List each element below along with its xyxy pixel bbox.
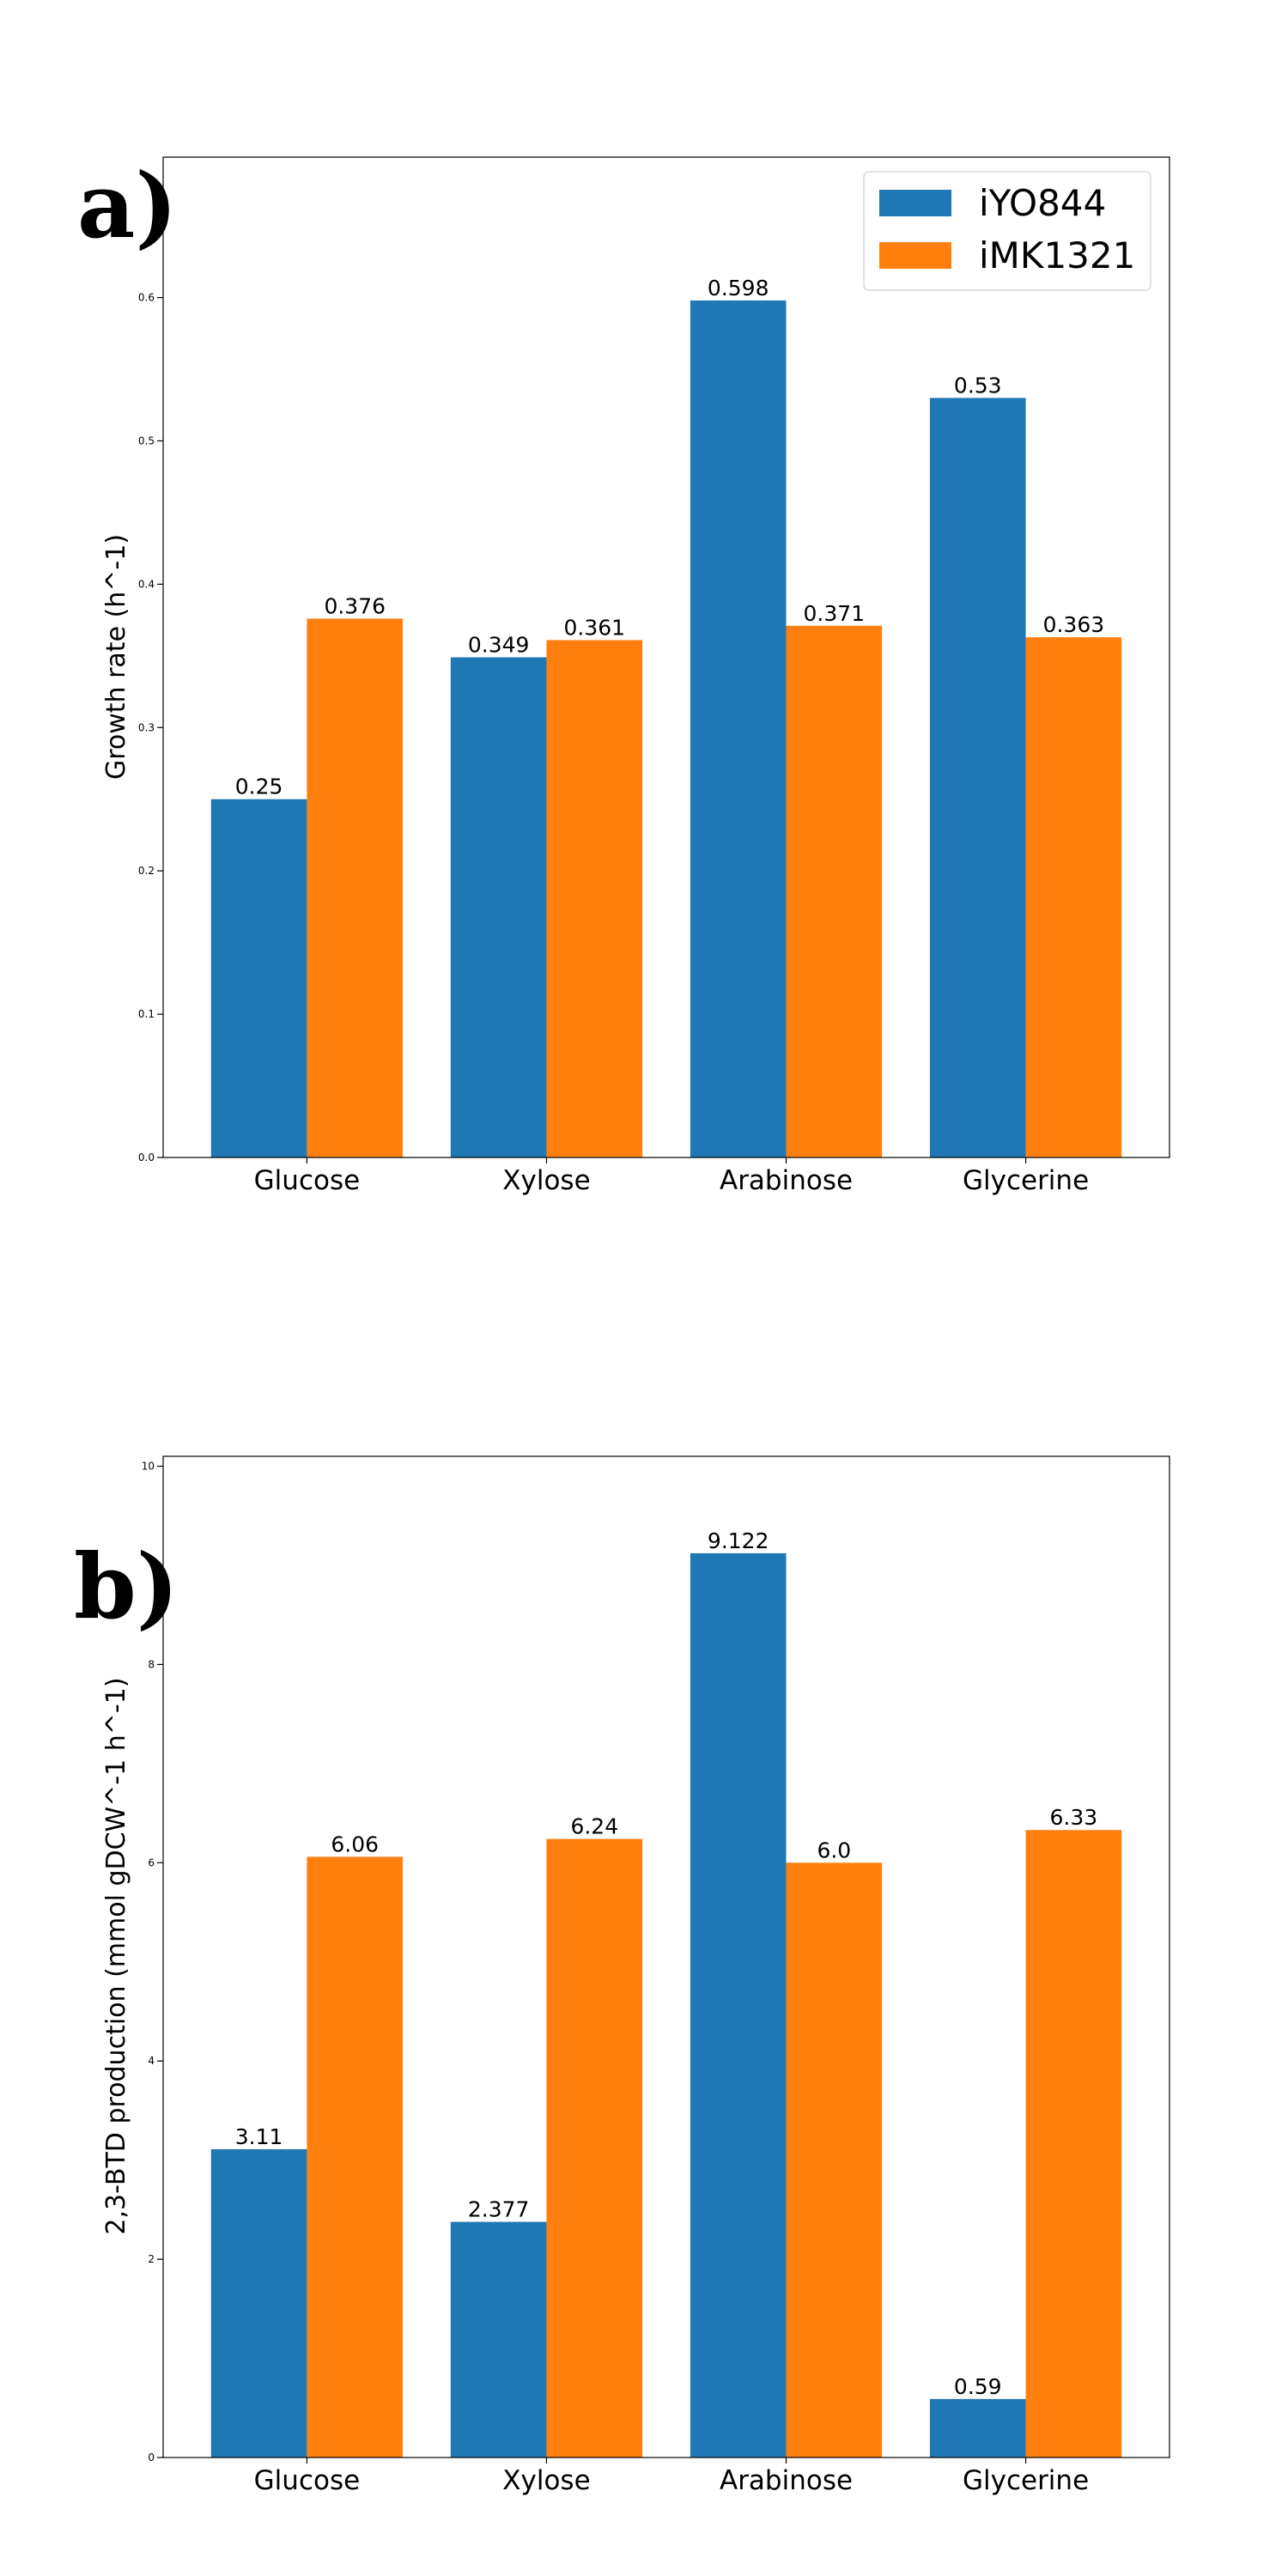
bar-value-label: 2.377 (468, 2197, 530, 2222)
bar-imk1321-glucose (307, 1856, 404, 2458)
panel-label-b: b) (74, 1534, 179, 1639)
y-tick-label: 8 (148, 1658, 155, 1670)
legend-swatch-imk1321 (879, 242, 951, 269)
bar-values-b: 3.11 6.06 2.377 6.24 9.122 6.0 0.59 6.33 (235, 1528, 1097, 2399)
y-tick-label: 0.4 (138, 578, 155, 590)
y-tick-label: 0.0 (138, 1151, 155, 1163)
bar-imk1321-glycerine (1025, 637, 1122, 1157)
bar-iyo844-xylose (450, 2221, 547, 2458)
bar-iyo844-arabinose (690, 300, 787, 1157)
x-tick-label-arabinose: Arabinose (720, 1165, 853, 1196)
y-tick-label: 0.1 (138, 1008, 155, 1020)
plot-frame-a (162, 156, 1170, 1158)
y-tick-label: 10 (142, 1461, 155, 1473)
bar-value-label: 0.376 (324, 593, 386, 618)
bar-iyo844-arabinose (690, 1552, 787, 2458)
bar-imk1321-xylose (546, 1838, 643, 2458)
bar-values-a: 0.25 0.376 0.349 0.361 0.598 0.371 0.53 0.363 (235, 276, 1104, 799)
bar-value-label: 6.24 (570, 1814, 618, 1839)
y-tick-label: 4 (148, 2055, 155, 2067)
y-tick-label: 6 (148, 1856, 155, 1868)
y-tick-label: 0.2 (138, 865, 155, 877)
bars-b (210, 1552, 1122, 2458)
legend-label-iyo844: iYO844 (979, 182, 1106, 224)
bar-iyo844-glycerine (929, 398, 1026, 1158)
bar-imk1321-glycerine (1025, 1830, 1122, 2458)
bar-imk1321-glucose (307, 618, 404, 1157)
y-tick-label: 0 (148, 2451, 155, 2464)
legend-swatch-iyo844 (879, 190, 951, 216)
bar-iyo844-xylose (450, 657, 547, 1157)
chart-btd-production: b) 2,3-BTD production (mmol gDCW^-1 h^-1… (74, 1455, 1170, 2496)
bar-imk1321-arabinose (786, 1862, 883, 2458)
x-categories-a: Glucose Xylose Arabinose Glycerine (254, 1157, 1089, 1196)
y-axis-title-a: Growth rate (h^-1) (101, 534, 131, 780)
bar-value-label: 0.361 (563, 615, 625, 640)
legend: iYO844 iMK1321 (863, 171, 1151, 291)
bar-value-label: 0.598 (708, 276, 769, 301)
y-tick-label: 2 (148, 2253, 155, 2265)
y-tick-label: 0.3 (138, 721, 155, 733)
bar-value-label: 9.122 (708, 1528, 769, 1553)
bar-iyo844-glucose (210, 799, 307, 1157)
y-ticks-b: 0 2 4 6 8 10 (142, 1461, 163, 2464)
bar-value-label: 0.59 (954, 2374, 1002, 2399)
bar-value-label: 6.33 (1050, 1805, 1098, 1830)
x-tick-label-glycerine: Glycerine (963, 1165, 1089, 1196)
y-tick-label: 0.6 (138, 292, 155, 304)
x-tick-label-xylose: Xylose (502, 1165, 590, 1196)
panel-label-a: a) (77, 153, 178, 258)
bar-iyo844-glucose (210, 2148, 307, 2458)
bar-iyo844-glycerine (929, 2398, 1026, 2458)
y-tick-label: 0.5 (138, 434, 155, 447)
x-tick-label-xylose: Xylose (502, 2465, 590, 2496)
bar-imk1321-arabinose (786, 625, 883, 1157)
legend-label-imk1321: iMK1321 (979, 234, 1135, 276)
bar-value-label: 0.53 (954, 373, 1002, 398)
y-ticks-a: 0.0 0.1 0.2 0.3 0.4 0.5 0.6 (138, 292, 163, 1163)
bar-value-label: 0.349 (468, 633, 530, 658)
x-tick-label-arabinose: Arabinose (720, 2465, 853, 2496)
bar-value-label: 0.363 (1043, 612, 1105, 637)
x-tick-label-glycerine: Glycerine (963, 2465, 1089, 2496)
bar-imk1321-xylose (546, 640, 643, 1157)
bar-value-label: 3.11 (235, 2124, 283, 2149)
bar-value-label: 6.0 (817, 1838, 851, 1862)
bar-value-label: 6.06 (331, 1832, 379, 1856)
x-categories-b: Glucose Xylose Arabinose Glycerine (254, 2458, 1089, 2496)
y-axis-title-b: 2,3-BTD production (mmol gDCW^-1 h^-1) (101, 1677, 131, 2234)
bar-value-label: 0.371 (804, 601, 866, 626)
plot-frame-b (162, 1455, 1170, 2458)
chart-growth-rate: a) Growth rate (h^-1) 0.0 0.1 0.2 0.3 0.4 0.5… (77, 153, 1170, 1196)
bar-value-label: 0.25 (235, 775, 283, 799)
x-tick-label-glucose: Glucose (254, 2465, 361, 2496)
x-tick-label-glucose: Glucose (254, 1165, 361, 1196)
bars-a (210, 300, 1122, 1158)
